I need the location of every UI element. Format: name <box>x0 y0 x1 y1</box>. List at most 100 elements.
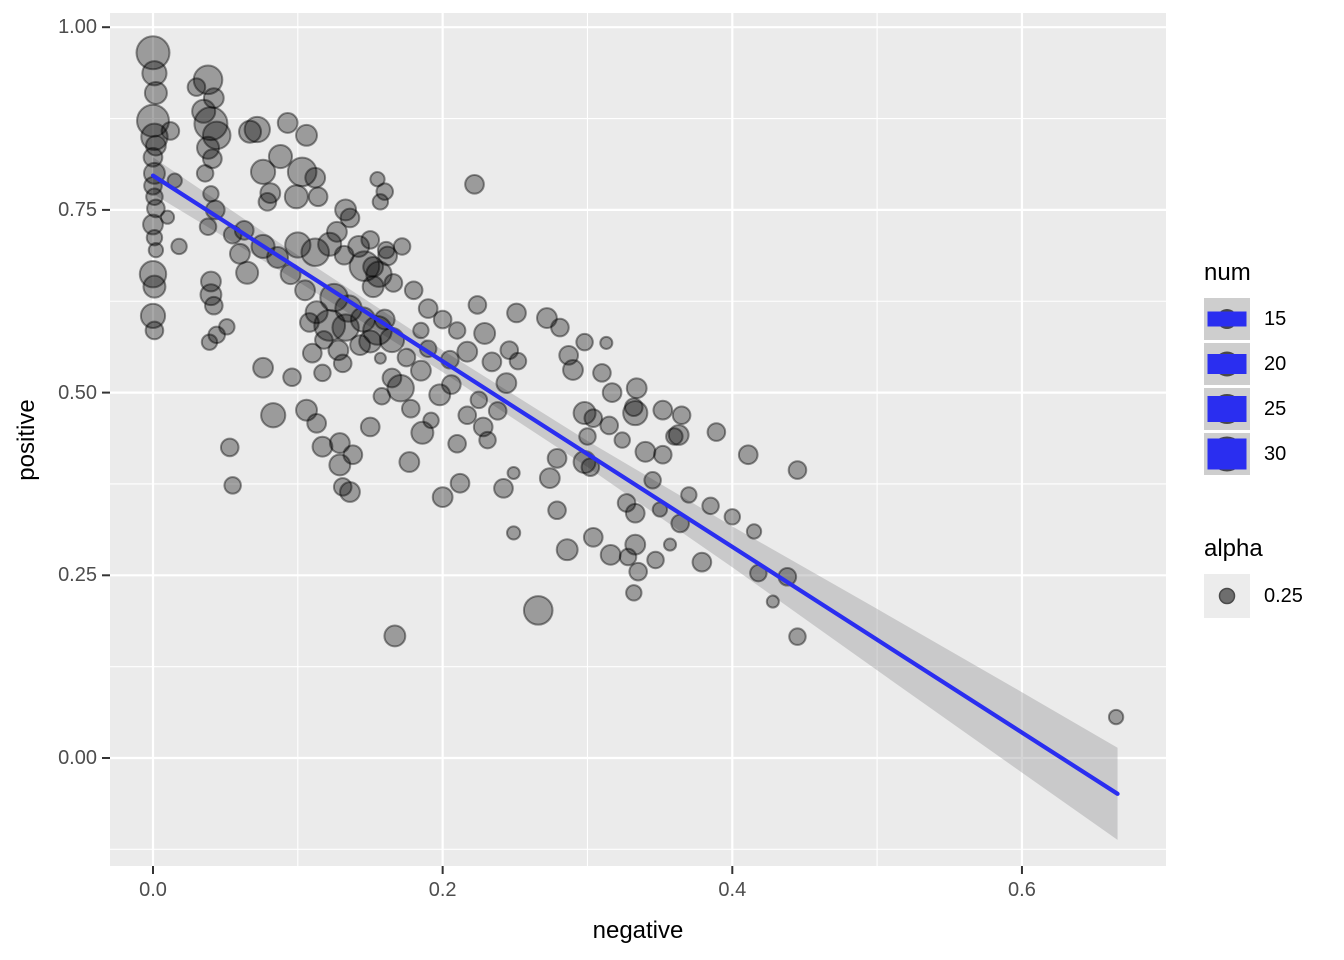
y-tick-label: 0.25 <box>58 564 97 587</box>
data-point <box>652 399 674 421</box>
data-point <box>300 237 330 268</box>
legend-num-row-30: 30 <box>1204 433 1286 475</box>
data-point <box>326 220 348 243</box>
data-point <box>618 547 638 567</box>
data-point <box>547 500 567 521</box>
data-point <box>457 405 478 426</box>
data-point <box>508 351 528 371</box>
data-point <box>599 543 622 566</box>
data-point <box>546 448 568 469</box>
x-tick-label: 0.6 <box>1008 879 1036 901</box>
legend-smooth-line-icon <box>1207 396 1247 422</box>
data-point <box>550 317 570 338</box>
data-point <box>349 334 371 356</box>
data-point <box>235 260 260 285</box>
data-point <box>304 300 329 325</box>
data-point <box>359 416 381 438</box>
data-point <box>493 477 514 499</box>
data-point <box>144 134 167 157</box>
data-point <box>159 209 176 225</box>
data-point <box>136 103 170 138</box>
data-point <box>396 347 417 368</box>
data-point <box>723 508 741 526</box>
smooth-regression-line <box>150 173 1120 796</box>
x-tick-label: 0.4 <box>718 879 747 901</box>
data-point <box>243 115 271 144</box>
data-point <box>142 213 164 236</box>
data-point <box>202 185 220 203</box>
data-point <box>257 192 278 212</box>
data-point <box>634 440 657 463</box>
panel-content <box>110 13 1166 866</box>
data-point <box>295 398 318 422</box>
data-point <box>706 422 727 442</box>
data-point <box>583 408 604 428</box>
data-point <box>218 318 236 336</box>
data-point <box>469 390 489 410</box>
legend-key-20 <box>1204 343 1250 385</box>
data-point <box>495 372 518 394</box>
data-point <box>142 146 164 168</box>
data-point <box>599 335 614 350</box>
data-point <box>428 383 452 407</box>
data-point <box>160 121 181 141</box>
data-point <box>313 363 332 383</box>
legend-alpha-point-icon <box>1218 587 1236 605</box>
data-point <box>613 431 631 449</box>
data-point <box>447 321 467 340</box>
data-point <box>373 351 387 365</box>
data-point <box>400 398 421 419</box>
data-point <box>347 234 371 258</box>
data-point <box>578 427 597 446</box>
data-point <box>662 537 678 552</box>
data-point <box>582 526 604 548</box>
data-point <box>139 302 167 329</box>
data-point <box>599 415 619 436</box>
data-point <box>377 245 398 267</box>
data-point <box>646 550 665 570</box>
data-point <box>138 260 168 289</box>
data-point <box>575 332 594 352</box>
data-point <box>331 313 360 342</box>
data-point <box>562 359 584 381</box>
data-point <box>260 402 287 429</box>
data-point <box>536 307 558 329</box>
data-point <box>506 465 521 481</box>
data-point <box>328 432 351 454</box>
legend-smooth-line-icon <box>1207 311 1247 327</box>
data-point <box>381 367 403 389</box>
data-point <box>362 256 385 278</box>
data-point <box>360 230 381 250</box>
data-point <box>622 399 649 427</box>
data-point <box>342 444 364 466</box>
legend-alpha-title: alpha <box>1204 535 1263 562</box>
data-point <box>223 476 242 495</box>
data-point <box>196 135 221 160</box>
data-point <box>284 231 312 259</box>
legend-num-row-20: 20 <box>1204 343 1286 385</box>
data-point <box>558 344 579 366</box>
data-point <box>328 453 352 477</box>
data-point <box>386 374 415 403</box>
y-tick-label: 0.50 <box>58 381 97 404</box>
legend-key-15 <box>1204 298 1250 340</box>
data-point <box>361 275 385 299</box>
data-point <box>193 106 229 142</box>
data-point <box>522 595 554 626</box>
data-point <box>447 433 467 454</box>
data-point <box>652 444 673 465</box>
data-point <box>478 430 497 450</box>
data-point <box>219 437 240 458</box>
data-point <box>745 523 763 540</box>
data-point <box>145 228 164 247</box>
data-point <box>601 382 623 403</box>
data-point <box>371 193 390 211</box>
data-point <box>691 551 713 573</box>
data-point <box>295 123 318 147</box>
data-point <box>378 326 406 354</box>
data-point <box>204 295 224 316</box>
data-point <box>304 166 327 189</box>
data-point <box>327 339 350 362</box>
data-point <box>422 411 440 430</box>
data-point <box>301 342 323 364</box>
